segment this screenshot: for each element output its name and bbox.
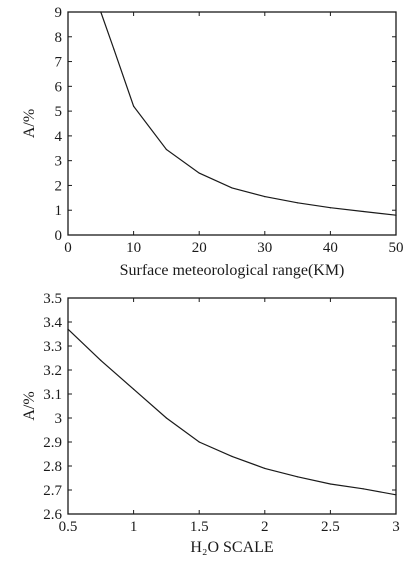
y-tick-label: 3.2 (43, 363, 62, 379)
y-tick-label: 3.5 (43, 291, 62, 307)
y-tick-label: 2 (55, 178, 63, 194)
data-point (133, 388, 135, 390)
x-axis-title: H₂O SCALE (190, 539, 273, 556)
chart-1: 0 10 20 30 40 50 0 1 2 3 4 5 6 7 8 9 Surface meteorologi… (21, 5, 404, 279)
data-point (133, 105, 135, 107)
y-tick-label: 3.1 (43, 387, 62, 403)
x-tick-label: 40 (323, 240, 338, 256)
y-tick-label: 5 (55, 104, 63, 120)
x-tick-label: 50 (389, 240, 404, 256)
x-tick-label: 10 (126, 240, 141, 256)
x-tick-label: 30 (257, 240, 272, 256)
y-axis-title: A/% (21, 109, 38, 138)
y-tick-label: 7 (55, 55, 63, 71)
x-tick-label: 20 (192, 240, 207, 256)
data-point (264, 467, 266, 469)
data-point (395, 494, 397, 496)
y-tick-label: 2.7 (43, 483, 62, 499)
data-point (100, 11, 102, 13)
y-axis-title: A/% (21, 391, 38, 420)
data-point (165, 417, 167, 419)
data-point (297, 476, 299, 478)
data-point (100, 359, 102, 361)
x-tick-label: 3 (392, 519, 400, 535)
x-tick-label: 0.5 (59, 519, 78, 535)
data-point (362, 488, 364, 490)
x-tick-label: 2.5 (321, 519, 340, 535)
data-point (264, 195, 266, 198)
y-tick-label: 9 (55, 5, 63, 21)
chart-2: 0.5 1 1.5 2 2.5 3 2.6 2.7 2.8 2.9 3 3.1 3.2 3.3 3.4 3.5… (21, 291, 400, 556)
data-point (297, 202, 299, 204)
y-tick-label: 3 (55, 154, 63, 170)
data-point (231, 455, 233, 457)
y-tick-label: 0 (55, 228, 63, 244)
data-point (165, 148, 167, 151)
x-tick-label: 1 (130, 519, 138, 535)
data-point (67, 328, 69, 330)
plot-frame (67, 297, 397, 515)
y-tick-label: 2.9 (43, 435, 62, 451)
x-axis-title: Surface meteorological range(KM) (120, 262, 345, 279)
y-tick-label: 2.8 (43, 459, 62, 475)
data-point (231, 187, 233, 189)
data-point (395, 214, 397, 216)
data-point (198, 172, 200, 174)
data-point (198, 441, 200, 443)
data-point (362, 210, 364, 213)
data-point (113, 48, 115, 50)
y-tick-label: 1 (55, 203, 63, 219)
data-point (329, 207, 331, 209)
y-tick-label: 2.6 (43, 507, 62, 523)
x-tick-label: 2 (261, 519, 269, 535)
plot-frame (67, 11, 397, 236)
x-tick-label: 0 (64, 240, 72, 256)
y-tick-label: 3.3 (43, 339, 62, 355)
y-tick-label: 8 (55, 30, 63, 46)
data-point (329, 483, 331, 485)
y-tick-label: 3.4 (43, 315, 62, 331)
series-line-1 (100, 11, 397, 216)
y-tick-label: 6 (55, 79, 63, 95)
x-tick-label: 1.5 (190, 519, 209, 535)
series-line-1 (67, 328, 397, 496)
y-tick-label: 3 (55, 411, 63, 427)
y-tick-label: 4 (55, 129, 63, 145)
